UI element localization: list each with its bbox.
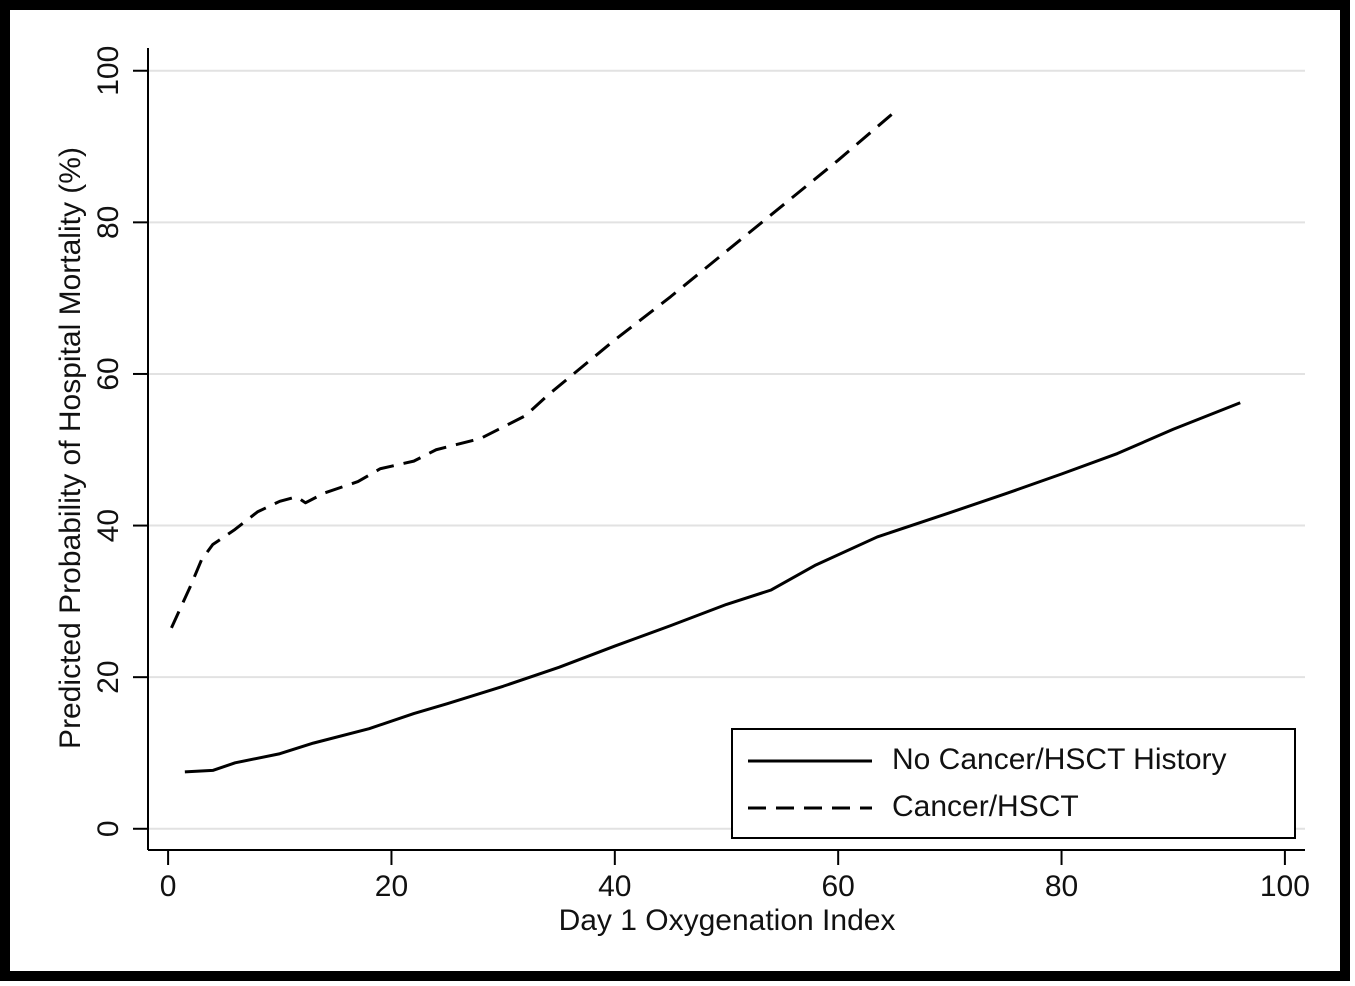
series-line — [184, 401, 1241, 774]
x-tick-label: 40 — [598, 870, 631, 903]
y-tick-label: 20 — [92, 660, 125, 693]
legend-label: Cancer/HSCT — [892, 790, 1079, 823]
y-tick-label: 100 — [92, 46, 125, 96]
y-tick-label: 60 — [92, 357, 125, 390]
y-tick-label: 40 — [92, 509, 125, 542]
legend-label: No Cancer/HSCT History — [892, 743, 1227, 776]
x-tick-label: 60 — [821, 870, 854, 903]
x-tick-label: 80 — [1045, 870, 1078, 903]
y-tick-label: 0 — [92, 820, 125, 837]
x-tick-label: 20 — [375, 870, 408, 903]
x-axis-label: Day 1 Oxygenation Index — [559, 904, 896, 937]
legend-box — [731, 728, 1296, 839]
y-tick-label: 80 — [92, 206, 125, 239]
x-tick-label: 100 — [1260, 870, 1310, 903]
series-line — [170, 111, 895, 629]
y-axis-label: Predicted Probability of Hospital Mortal… — [54, 147, 87, 749]
x-tick-label: 0 — [160, 870, 177, 903]
